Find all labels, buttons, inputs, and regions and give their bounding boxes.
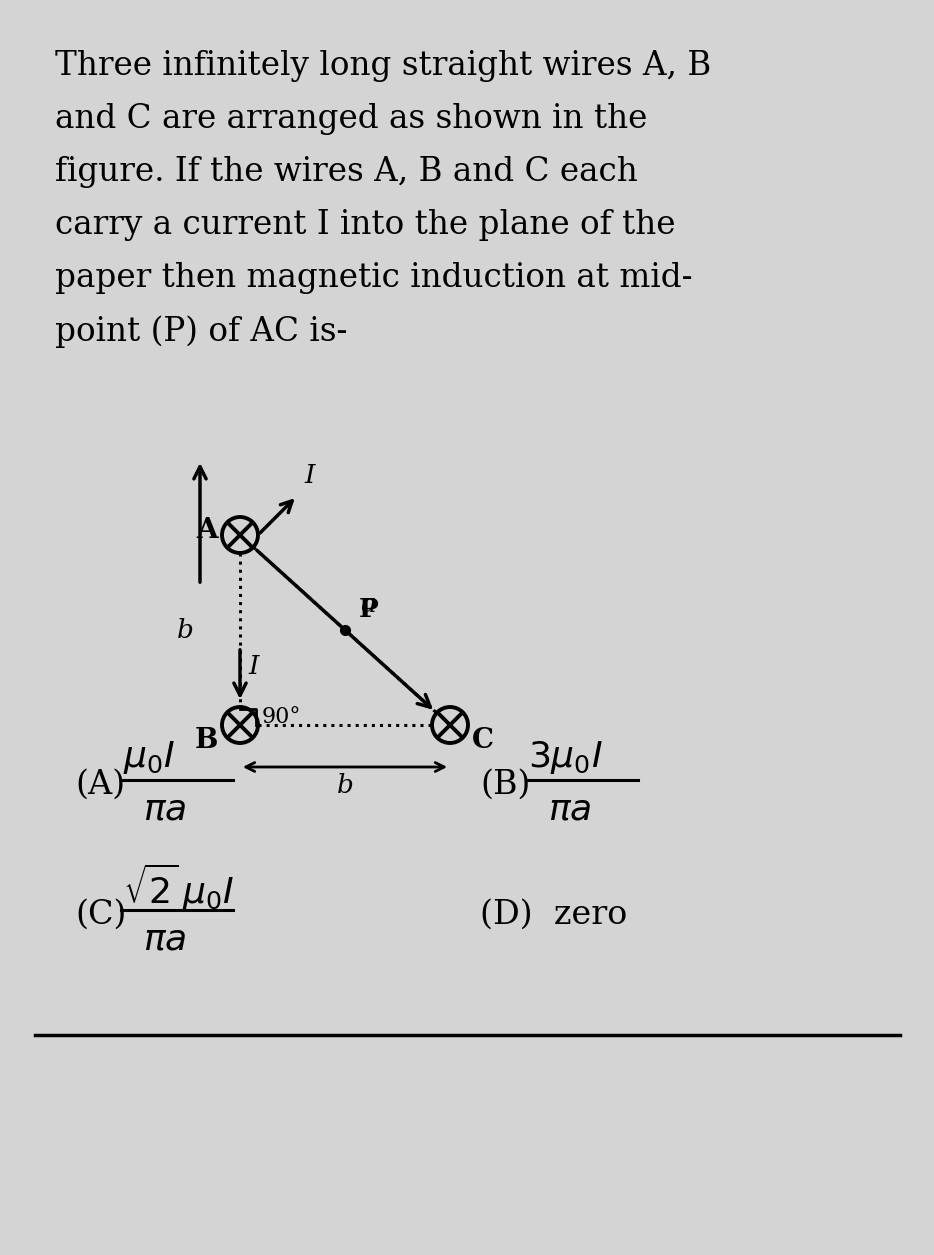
Text: 90°: 90° [262, 707, 302, 728]
Text: P: P [359, 597, 379, 622]
Text: $\pi a$: $\pi a$ [143, 922, 187, 956]
Text: $\pi a$: $\pi a$ [143, 792, 187, 826]
Text: (A): (A) [75, 769, 125, 801]
Text: point (P) of AC is-: point (P) of AC is- [55, 315, 347, 348]
Text: (B): (B) [480, 769, 531, 801]
Text: b: b [177, 617, 193, 643]
Text: paper then magnetic induction at mid-: paper then magnetic induction at mid- [55, 262, 692, 294]
Text: (D)  zero: (D) zero [480, 899, 628, 931]
Text: figure. If the wires A, B and C each: figure. If the wires A, B and C each [55, 156, 638, 188]
Text: $\pi a$: $\pi a$ [548, 792, 591, 826]
Text: $3\mu_0 I$: $3\mu_0 I$ [528, 738, 602, 776]
Text: I: I [248, 655, 259, 679]
Text: and C are arranged as shown in the: and C are arranged as shown in the [55, 103, 647, 136]
Text: Three infinitely long straight wires A, B: Three infinitely long straight wires A, … [55, 50, 712, 82]
Text: A: A [196, 517, 218, 545]
Text: b: b [336, 773, 353, 798]
Text: B: B [194, 727, 218, 754]
Text: a: a [361, 591, 376, 616]
Text: carry a current I into the plane of the: carry a current I into the plane of the [55, 210, 675, 241]
Text: (C): (C) [75, 899, 126, 931]
Text: C: C [472, 727, 494, 754]
Text: I: I [304, 463, 316, 488]
Text: $\mu_0 I$: $\mu_0 I$ [123, 738, 176, 776]
Text: $\sqrt{2}\,\mu_0 I$: $\sqrt{2}\,\mu_0 I$ [123, 861, 234, 912]
